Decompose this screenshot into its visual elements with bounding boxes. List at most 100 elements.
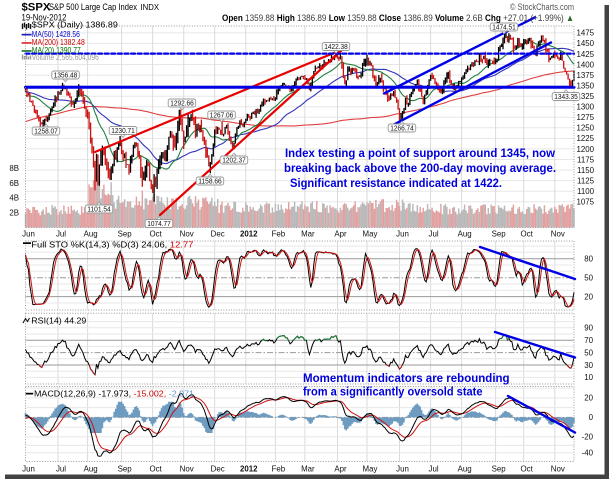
svg-text:1450: 1450 — [576, 39, 594, 48]
svg-text:1343.35: 1343.35 — [554, 92, 578, 101]
svg-text:2012: 2012 — [240, 229, 258, 238]
svg-text:6B: 6B — [9, 179, 19, 188]
svg-text:Significant resistance indicat: Significant resistance indicated at 1422… — [290, 176, 502, 190]
svg-text:1158.66: 1158.66 — [198, 177, 222, 186]
svg-text:May: May — [363, 229, 378, 238]
svg-text:1267.06: 1267.06 — [210, 111, 234, 120]
svg-text:1225: 1225 — [576, 134, 594, 143]
svg-text:30: 30 — [584, 361, 593, 370]
svg-text:Apr: Apr — [334, 229, 347, 238]
svg-text:Oct: Oct — [521, 464, 534, 473]
svg-text:1258.07: 1258.07 — [34, 127, 58, 136]
svg-text:1300: 1300 — [576, 103, 594, 112]
svg-text:1150: 1150 — [577, 166, 595, 175]
svg-text:Sep: Sep — [118, 229, 133, 238]
svg-text:1356.48: 1356.48 — [54, 71, 78, 80]
svg-text:1074.77: 1074.77 — [147, 219, 171, 228]
svg-text:0: 0 — [589, 413, 594, 422]
svg-text:-20: -20 — [582, 433, 594, 442]
svg-text:1350: 1350 — [576, 82, 594, 91]
svg-text:19-Nov-2012: 19-Nov-2012 — [22, 13, 67, 23]
svg-text:from a significantly oversold: from a significantly oversold state — [303, 384, 483, 398]
svg-text:May: May — [363, 464, 378, 473]
svg-text:Sep: Sep — [492, 464, 507, 473]
svg-text:1292.66: 1292.66 — [170, 99, 194, 108]
svg-text:8B: 8B — [9, 164, 19, 173]
svg-text:Feb: Feb — [272, 464, 286, 473]
svg-text:1425: 1425 — [576, 50, 594, 59]
svg-text:Index testing a point of suppo: Index testing a point of support around … — [285, 146, 556, 160]
svg-text:Aug: Aug — [458, 464, 472, 473]
svg-text:Jul: Jul — [56, 229, 66, 238]
svg-text:MA(50) 1428.56: MA(50) 1428.56 — [32, 30, 80, 39]
svg-text:50: 50 — [584, 274, 593, 283]
svg-text:Dec: Dec — [211, 229, 225, 238]
svg-text:50: 50 — [584, 348, 593, 357]
svg-text:MA(200) 1382.48: MA(200) 1382.48 — [32, 38, 85, 47]
svg-text:4B: 4B — [9, 194, 19, 203]
svg-text:breaking back above the 200-da: breaking back above the 200-day moving a… — [284, 161, 556, 175]
svg-text:1100: 1100 — [577, 187, 595, 196]
svg-text:Jul: Jul — [429, 464, 439, 473]
svg-text:1422.38: 1422.38 — [324, 42, 348, 51]
svg-text:INDX: INDX — [141, 3, 160, 12]
svg-text:$SPX: $SPX — [22, 2, 51, 14]
svg-text:Oct: Oct — [149, 464, 162, 473]
svg-text:Sep: Sep — [118, 464, 133, 473]
svg-text:RSI(14) 44.29: RSI(14) 44.29 — [31, 317, 87, 326]
svg-text:Nov: Nov — [180, 229, 194, 238]
svg-text:1250: 1250 — [576, 124, 594, 133]
svg-text:1075: 1075 — [576, 198, 594, 207]
svg-text:1266.74: 1266.74 — [390, 124, 414, 133]
svg-text:Volume 2,565,604,096: Volume 2,565,604,096 — [32, 53, 99, 62]
svg-text:Jun: Jun — [22, 229, 35, 238]
svg-text:-40: -40 — [582, 449, 594, 458]
svg-text:Nov: Nov — [551, 229, 565, 238]
svg-text:Open 1359.88 High 1386.89 Low: Open 1359.88 High 1386.89 Low 1359.88 Cl… — [222, 12, 574, 23]
svg-text:Mar: Mar — [301, 464, 315, 473]
svg-text:Nov: Nov — [551, 464, 565, 473]
svg-text:70: 70 — [584, 336, 593, 345]
svg-text:$SPX (Daily) 1386.89: $SPX (Daily) 1386.89 — [32, 20, 119, 29]
svg-text:1175: 1175 — [577, 155, 595, 164]
svg-text:1125: 1125 — [577, 176, 595, 185]
svg-text:Feb: Feb — [272, 229, 286, 238]
svg-text:1275: 1275 — [576, 113, 594, 122]
svg-text:1200: 1200 — [576, 145, 594, 154]
svg-text:2B: 2B — [9, 209, 19, 218]
svg-text:20: 20 — [584, 292, 593, 301]
svg-text:Full STO %K(14,3) %D(3) 24.06,: Full STO %K(14,3) %D(3) 24.06, 12.77 — [31, 240, 193, 249]
svg-text:MACD(12,26,9) -17.973, -15.002: MACD(12,26,9) -17.973, -15.002, -2.971 — [34, 390, 194, 399]
svg-text:1475: 1475 — [576, 29, 594, 38]
svg-text:Oct: Oct — [149, 229, 162, 238]
svg-text:Aug: Aug — [458, 229, 472, 238]
svg-text:Jun: Jun — [396, 464, 409, 473]
svg-text:Dec: Dec — [211, 464, 225, 473]
svg-text:Apr: Apr — [334, 464, 347, 473]
svg-text:1375: 1375 — [576, 71, 594, 80]
svg-text:Mar: Mar — [301, 229, 315, 238]
svg-text:Aug: Aug — [84, 464, 98, 473]
svg-text:1325: 1325 — [576, 92, 594, 101]
svg-text:Sep: Sep — [492, 229, 507, 238]
svg-text:90: 90 — [584, 324, 593, 333]
svg-text:MA(20) 1390.77: MA(20) 1390.77 — [32, 46, 81, 55]
svg-text:Jun: Jun — [396, 229, 409, 238]
svg-text:1230.71: 1230.71 — [111, 126, 135, 135]
svg-text:Jun: Jun — [22, 464, 35, 473]
svg-text:20: 20 — [584, 394, 593, 403]
svg-text:1202.37: 1202.37 — [222, 156, 246, 165]
svg-text:Momentum indicators are reboun: Momentum indicators are rebounding — [303, 371, 510, 385]
svg-text:Oct: Oct — [521, 229, 534, 238]
svg-text:Aug: Aug — [84, 229, 98, 238]
svg-text:Jul: Jul — [429, 229, 439, 238]
svg-text:Jul: Jul — [56, 464, 66, 473]
svg-text:1474.51: 1474.51 — [492, 23, 516, 32]
svg-text:S&P 500 Large Cap Index: S&P 500 Large Cap Index — [49, 2, 137, 13]
svg-text:10: 10 — [584, 373, 593, 382]
svg-text:80: 80 — [584, 255, 593, 264]
svg-text:© StockCharts.com: © StockCharts.com — [510, 2, 574, 13]
svg-text:Nov: Nov — [180, 464, 194, 473]
svg-text:1101.54: 1101.54 — [87, 205, 111, 214]
svg-text:1400: 1400 — [576, 60, 594, 69]
